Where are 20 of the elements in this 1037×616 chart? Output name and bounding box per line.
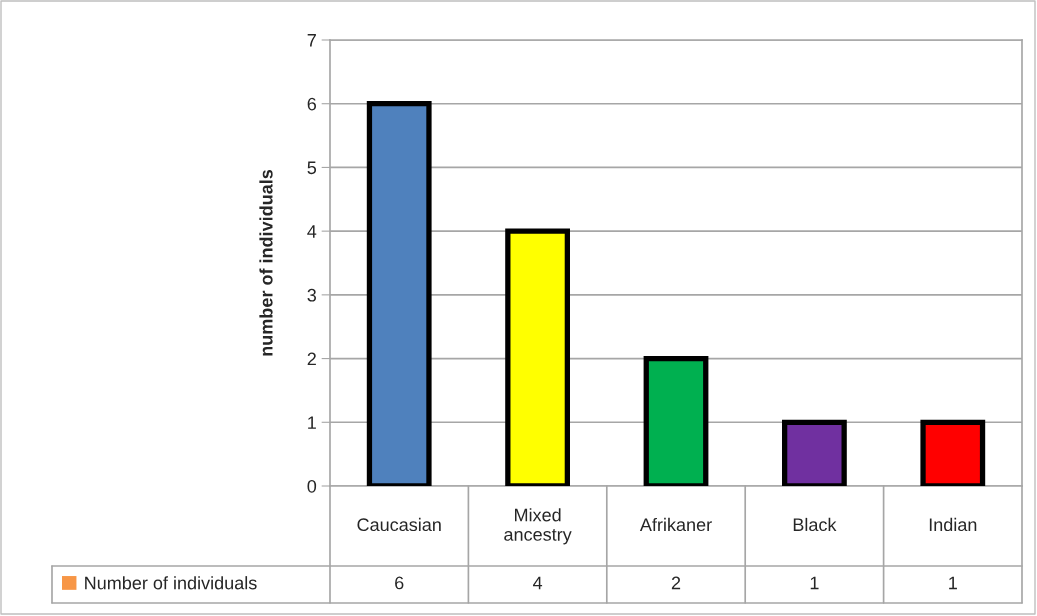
data-label: 2 [671, 576, 681, 590]
y-axis-title: number of individuals [259, 169, 273, 356]
x-tick-label: Black [793, 517, 837, 532]
y-tick-label: 2 [307, 352, 316, 366]
y-tick-label: 6 [307, 97, 317, 111]
x-tick-label: Mixed ancestry [504, 508, 572, 545]
data-label: 6 [395, 576, 404, 590]
y-tick-label: 1 [308, 416, 316, 429]
x-tick-label: Indian [929, 517, 977, 532]
x-tick-label: Caucasian [357, 517, 441, 532]
y-tick-label: 4 [307, 225, 317, 238]
y-tick-label: 7 [307, 34, 316, 47]
x-tick-label: Afrikaner [639, 517, 712, 532]
text: Number of individuals [85, 576, 257, 590]
y-tick-label: 3 [307, 288, 317, 302]
data-label: 4 [532, 576, 543, 590]
data-label: 1 [949, 576, 957, 590]
y-tick-label: 0 [307, 479, 317, 493]
y-tick-label: 5 [307, 161, 317, 175]
data-label: 1 [810, 576, 819, 590]
